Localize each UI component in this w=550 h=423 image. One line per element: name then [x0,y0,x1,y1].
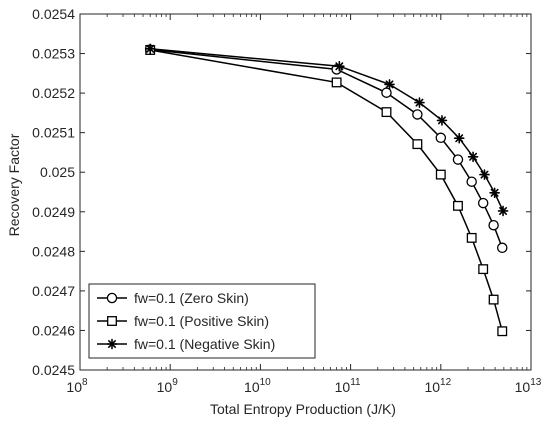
x-tick-label: 1013 [515,377,542,395]
y-tick-label: 0.0246 [32,322,75,338]
legend-marker-circle [106,292,118,304]
series-markers-circle [144,44,508,254]
data-point-asterisk [384,79,395,90]
y-tick-label: 0.0254 [32,6,75,22]
legend-marker-square [107,316,117,326]
data-point-square [381,107,392,118]
data-point-square [412,139,423,150]
x-tick-base: 10 [157,379,173,395]
legend-marker-asterisk [106,338,118,350]
x-tick-labels: 108 109 1010 1011 1012 1013 [66,377,541,395]
x-tick-label: 108 [66,377,88,395]
x-tick-base: 10 [244,379,260,395]
x-tick-exponent: 12 [440,377,452,388]
y-tick-label: 0.0245 [32,362,75,378]
data-point-square [466,232,477,243]
legend-item: fw=0.1 (Negative Skin) [97,336,275,352]
x-tick-base: 10 [66,379,82,395]
legend-label: fw=0.1 (Zero Skin) [134,290,249,306]
y-tick-labels: 0.0245 0.0246 0.0247 0.0248 0.0249 0.025 0.025… [32,6,75,378]
x-axis-label: Total Entropy Production (J/K) [210,401,396,417]
x-tick-label: 1011 [335,377,361,395]
data-point-square [497,326,508,337]
data-point-circle [466,176,477,187]
legend-item: fw=0.1 (Zero Skin) [97,290,249,306]
data-point-asterisk [467,151,479,163]
x-tick-base: 10 [335,379,351,395]
data-point-square [331,77,342,88]
data-point-square [488,294,499,305]
data-point-asterisk [489,187,500,199]
series-line [150,48,503,249]
data-series [144,43,509,337]
y-tick-label: 0.0252 [32,85,75,101]
x-tick-exponent: 9 [172,377,178,388]
data-point-circle [452,154,464,165]
x-tick-exponent: 11 [350,377,361,388]
data-point-square [453,200,463,211]
data-point-asterisk [497,205,509,217]
legend-item: fw=0.1 (Positive Skin) [97,313,269,329]
x-tick-exponent: 13 [530,377,542,388]
data-point-circle [412,109,423,120]
series-circle [150,48,503,249]
x-tick-label: 109 [157,377,179,395]
series-line [150,49,503,332]
y-axis-label: Recovery Factor [6,133,22,236]
series-square [150,49,503,332]
y-tick-label: 0.0251 [32,125,75,141]
series-markers-asterisk [144,43,509,217]
data-point-circle [488,219,499,231]
x-tick-exponent: 10 [260,377,272,388]
data-point-asterisk [414,97,425,108]
x-tick-label: 1012 [424,377,451,395]
x-tick-base: 10 [424,379,440,395]
x-tick-label: 1010 [244,377,271,395]
plot-frame [79,13,532,371]
data-point-square [478,264,489,275]
data-point-square [435,169,446,180]
data-point-asterisk [436,115,448,126]
y-tick-label: 0.0249 [32,204,75,220]
data-point-asterisk [479,169,490,180]
data-point-circle [477,197,489,209]
series-line [150,48,504,212]
legend: fw=0.1 (Zero Skin) fw=0.1 (Positive Skin)… [88,283,316,359]
data-point-asterisk [144,43,156,55]
y-tick-label: 0.0253 [32,46,75,62]
legend-label: fw=0.1 (Negative Skin) [134,336,275,352]
data-point-asterisk [453,132,465,144]
data-point-circle [496,242,508,254]
x-tick-exponent: 8 [82,377,88,388]
y-tick-label: 0.0247 [32,283,75,299]
data-point-asterisk [334,60,345,72]
data-point-circle [435,132,447,144]
series-asterisk [150,48,504,212]
y-tick-label: 0.0248 [32,243,75,259]
y-tick-label: 0.025 [40,164,75,180]
x-tick-base: 10 [515,379,531,395]
legend-label: fw=0.1 (Positive Skin) [134,313,269,329]
